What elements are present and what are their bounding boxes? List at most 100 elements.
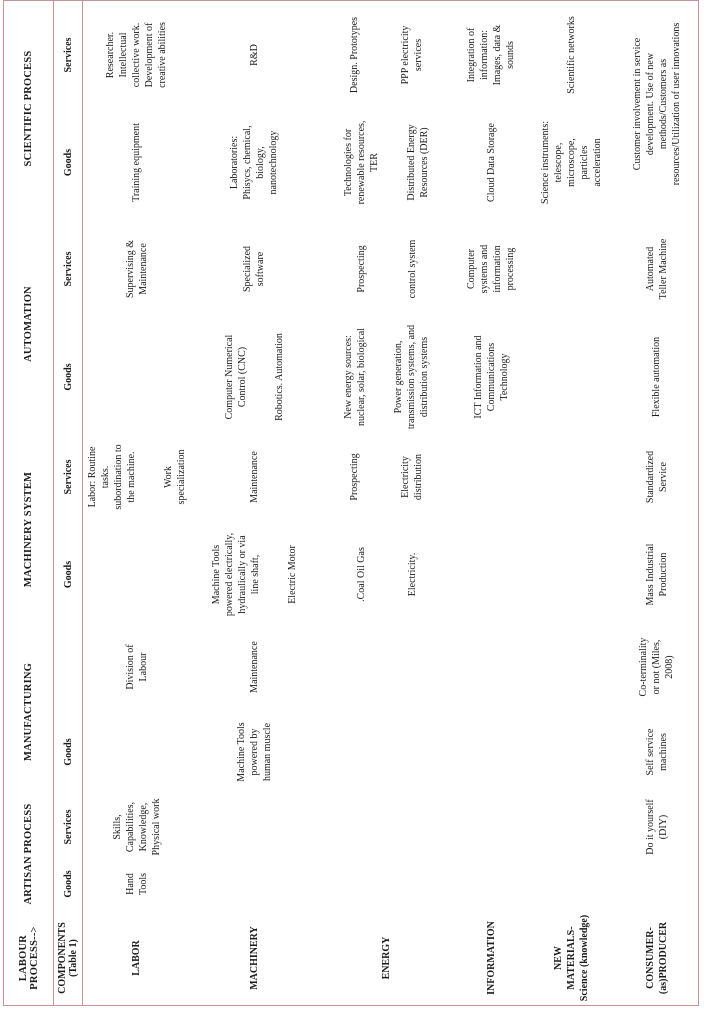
cell-machinery-scientific-services: R&D (190, 1, 318, 109)
cell-information-manufacturing-services (455, 627, 527, 707)
cell-paragraph: Laboratories: Phisycs, chemical, biology… (229, 125, 279, 200)
cell-labor-scientific-services: Researcher. Intellectual collective work… (83, 1, 190, 109)
cell-consumer-artisan-services: Do it yourself (DIY) (615, 792, 698, 862)
subheader-artisan-goods: Goods (54, 857, 83, 911)
cell-energy-machinery-goods: .Coal Oil Gas Electricity. (318, 522, 455, 627)
header-machinery-system: MACHINERY SYSTEM (4, 432, 54, 627)
cell-energy-automation-services: Prospecting control system (318, 216, 455, 322)
cell-paragraph: R&D (248, 44, 260, 66)
cell-paragraph: Cloud Data Storage (485, 123, 497, 202)
cell-energy-manufacturing-goods (318, 707, 455, 797)
cell-paragraph: Electricity. (406, 552, 418, 597)
cell-paragraph: Automated Teller Machine (644, 238, 669, 300)
cell-paragraph: Labor: Routine tasks. subordination to t… (86, 444, 137, 510)
subheader-machinery-goods: Goods (54, 522, 83, 627)
cell-labor-artisan-services: Skills, Capabilities, Knowledge, Physica… (83, 792, 190, 862)
cell-information-artisan-goods (455, 857, 527, 911)
cell-newmaterials-automation-goods (527, 322, 615, 432)
cell-energy-artisan-goods (318, 857, 455, 911)
cell-paragraph: Scientific networks (565, 16, 577, 94)
cell-paragraph: .Coal Oil Gas (355, 547, 367, 602)
cell-consumer-machinery-goods: Mass Industrial Production (615, 522, 698, 627)
cell-newmaterials-scientific-goods: Science instruments: telescope, microsco… (527, 109, 615, 216)
cell-machinery-manufacturing-goods: Machine Tools powered by human muscle (190, 707, 318, 797)
cell-paragraph: control system (406, 239, 418, 299)
cell-paragraph: Work specialization (162, 449, 187, 505)
cell-information-automation-services: Computer systems and information process… (455, 216, 527, 322)
cell-paragraph: Do it yourself (DIY) (644, 799, 669, 855)
cell-information-artisan-services (455, 797, 527, 857)
cell-newmaterials-manufacturing-goods (527, 707, 615, 797)
cell-paragraph: Maintenance (248, 641, 260, 693)
cell-newmaterials-scientific-services: Scientific networks (527, 1, 615, 109)
cell-paragraph: Distributed Energy Resources (DER) (406, 124, 430, 201)
cell-paragraph: Skills, Capabilities, Knowledge, Physica… (111, 798, 162, 856)
cell-paragraph: Division of Labour (124, 644, 149, 690)
cell-paragraph: Computer Numerical Control (CNC) (223, 334, 248, 420)
cell-consumer-automation-goods: Flexible automation (615, 322, 698, 432)
cell-energy-automation-goods: New energy sources: nuclear, solar, biol… (318, 315, 455, 439)
cell-labor-automation-goods (83, 322, 190, 432)
cell-paragraph: Design. Prototypes (349, 16, 360, 94)
cell-paragraph: Hand Tools (124, 872, 149, 896)
cell-machinery-automation-services: Specialized software (190, 216, 318, 322)
cell-newmaterials-automation-services (527, 216, 615, 322)
cell-paragraph: Electricity distribution (400, 453, 424, 501)
cell-machinery-scientific-goods: Laboratories: Phisycs, chemical, biology… (190, 109, 318, 216)
corner-labour-process: LABOUR PROCESS--> (4, 911, 54, 1005)
cell-paragraph: PPP electricity services (400, 25, 424, 85)
cell-consumer-scientific-services: Customer involvement in service developm… (615, 0, 698, 210)
cell-information-scientific-goods: Cloud Data Storage (455, 109, 527, 216)
cell-paragraph: Supervising & Maintenance (124, 239, 149, 299)
cell-newmaterials-artisan-goods (527, 857, 615, 911)
cell-labor-manufacturing-goods (83, 707, 190, 797)
cell-paragraph: Training equipment (131, 123, 142, 202)
cell-paragraph: Researcher. Intellectual collective work… (105, 22, 168, 88)
cell-paragraph: Electric Motor (286, 545, 298, 604)
row-label-consumer: CONSUMER- (as)PRODUCER (644, 921, 669, 995)
cell-machinery-manufacturing-services: Maintenance (190, 627, 318, 707)
cell-energy-scientific-goods: Technologies for renewable resources, TE… (318, 109, 455, 216)
cell-paragraph: Specialized software (242, 245, 266, 293)
cell-consumer-artisan-goods (615, 857, 698, 911)
cell-consumer-manufacturing-services: Co-terminality or not (Miles, 2008) (615, 627, 698, 707)
cell-paragraph: Mass Industrial Production (644, 543, 669, 606)
subheader-artisan-services: Services (54, 797, 83, 857)
cell-paragraph: Technologies for renewable resources, TE… (343, 120, 380, 205)
header-automation: AUTOMATION (4, 216, 54, 432)
row-label-machinery: MACHINERY (248, 926, 260, 990)
cell-paragraph: ICT Information and Communications Techn… (472, 335, 510, 419)
cell-energy-manufacturing-services (318, 627, 455, 707)
cell-information-machinery-services (455, 432, 527, 522)
cell-machinery-artisan-goods (190, 857, 318, 911)
subheader-scientific-goods: Goods (54, 109, 83, 216)
cell-paragraph: Standardized Service (644, 450, 669, 504)
row-label-new-materials: NEW MATERIALS- Science (knowledge) (552, 914, 590, 1002)
header-manufacturing: MANUFACTURING (4, 627, 54, 797)
cell-newmaterials-machinery-goods (527, 522, 615, 627)
cell-consumer-automation-services: Automated Teller Machine (615, 216, 698, 322)
cell-paragraph: Self service machines (644, 728, 669, 776)
cell-labor-manufacturing-services: Division of Labour (83, 627, 190, 707)
subheader-machinery-services: Services (54, 432, 83, 522)
cell-information-machinery-goods (455, 522, 527, 627)
cell-labor-machinery-services: Labor: Routine tasks. subordination to t… (83, 432, 190, 522)
cell-energy-machinery-services: Prospecting Electricity distribution (318, 432, 455, 522)
row-label-information: INFORMATION (485, 921, 497, 995)
subheader-manufacturing-goods: Goods (54, 707, 83, 797)
subheader-scientific-services: Services (54, 1, 83, 109)
cell-paragraph: Machine Tools powered electrically, hydr… (210, 532, 261, 617)
cell-paragraph: Co-terminality or not (Miles, 2008) (638, 637, 675, 697)
labour-process-table: LABOUR PROCESS--> ARTISAN PROCESS MANUFA… (3, 0, 699, 1006)
cell-labor-machinery-goods (83, 522, 190, 627)
cell-energy-artisan-services (318, 797, 455, 857)
cell-labor-scientific-goods: Training equipment (83, 109, 190, 216)
cell-paragraph: Prospecting (349, 453, 360, 501)
cell-consumer-manufacturing-goods: Self service machines (615, 707, 698, 797)
cell-machinery-automation-goods: Computer Numerical Control (CNC) Robotics… (190, 322, 318, 432)
row-label-labor: LABOR (131, 940, 142, 976)
cell-paragraph: Maintenance (248, 451, 260, 503)
cell-paragraph: New energy sources: nuclear, solar, biol… (343, 327, 367, 427)
